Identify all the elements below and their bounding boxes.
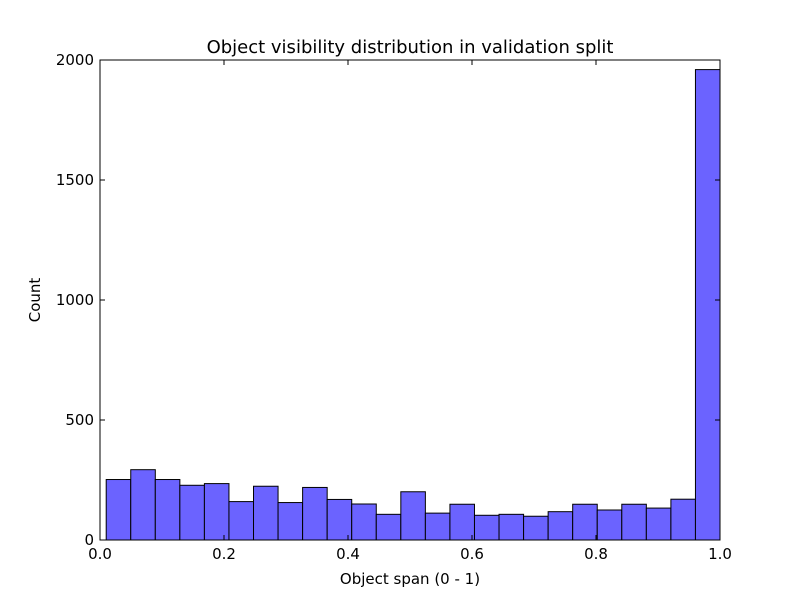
y-axis-ticks: 0 500 1000 1500 2000 [56,51,720,549]
histogram-bar [130,469,156,541]
histogram-bar [400,491,426,541]
histogram-bar [203,483,230,541]
histogram-bar [154,479,181,541]
y-tick-label: 1000 [56,291,94,309]
histogram-bar [596,509,623,541]
x-tick-label: 1.0 [708,545,732,563]
histogram-bar [498,513,525,541]
histogram-bar [326,498,353,541]
histogram-bar [302,486,328,541]
y-tick-label: 1500 [56,171,94,189]
histogram-bar [572,503,598,541]
x-axis-label: Object span (0 - 1) [340,570,480,588]
histogram-bar [105,479,132,541]
histogram-bar [547,511,574,541]
y-tick-label: 0 [84,531,94,549]
histogram-bar [179,484,205,541]
histogram-bar [228,501,255,541]
x-tick-label: 0.0 [88,545,112,563]
histogram-bar [351,503,377,541]
histogram-bar [670,498,696,541]
x-tick-label: 0.6 [460,545,484,563]
histogram-bar [424,512,451,541]
y-tick-label: 500 [65,411,94,429]
y-axis-label: Count [26,278,44,323]
chart-title: Object visibility distribution in valida… [207,37,614,58]
histogram-bar [621,503,647,541]
x-tick-label: 0.2 [212,545,236,563]
plot-frame [99,59,721,541]
histogram-bar [645,507,672,541]
x-tick-label: 0.8 [584,545,608,563]
x-axis-ticks: 0.0 0.2 0.4 0.6 0.8 1.0 [88,60,732,563]
histogram-bar [375,513,402,541]
histogram-bar [253,485,279,541]
histogram-bar [473,514,500,541]
y-tick-label: 2000 [56,51,94,69]
histogram-bar [277,502,304,541]
histogram-bar [449,503,475,541]
histogram-bar [694,69,721,541]
histogram-bar [523,515,549,541]
x-tick-label: 0.4 [336,545,360,563]
bars-group [105,69,721,541]
